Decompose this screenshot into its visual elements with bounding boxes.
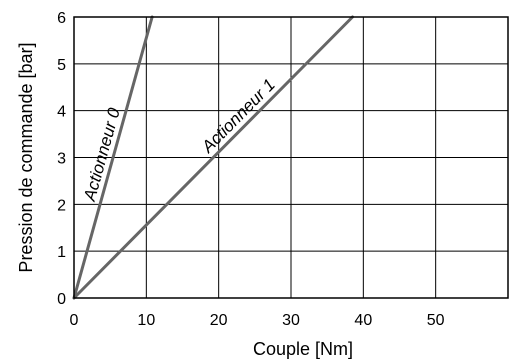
series-label: Actionneur 1 [197,75,278,157]
series-label: Actionneur 0 [80,105,124,204]
y-tick-label: 6 [57,10,66,27]
grid [74,17,508,298]
y-tick-label: 5 [57,57,66,74]
y-tick-labels: 0 1 2 3 4 5 6 [57,10,66,308]
series-line [72,15,354,300]
series-line [72,15,154,300]
plot-frame [73,16,509,299]
x-tick-label: 50 [427,312,445,329]
y-tick-label: 2 [57,197,66,214]
y-axis-title: Pression de commande [bar] [16,42,36,272]
x-tick-label: 10 [137,312,155,329]
x-tick-label: 20 [210,312,228,329]
series-lines [72,15,354,300]
series-labels: Actionneur 0 Actionneur 1 [80,75,279,204]
series-label-group: Actionneur 1 [197,75,278,157]
x-tick-labels: 0 10 20 30 40 50 [70,312,445,329]
y-tick-label: 1 [57,244,66,261]
x-tick-label: 0 [70,312,79,329]
x-tick-label: 30 [282,312,300,329]
x-tick-label: 40 [354,312,372,329]
y-tick-label: 4 [57,104,66,121]
x-axis-title: Couple [Nm] [253,339,353,359]
series-label-group: Actionneur 0 [80,105,124,204]
y-tick-label: 3 [57,151,66,168]
y-tick-label: 0 [57,291,66,308]
